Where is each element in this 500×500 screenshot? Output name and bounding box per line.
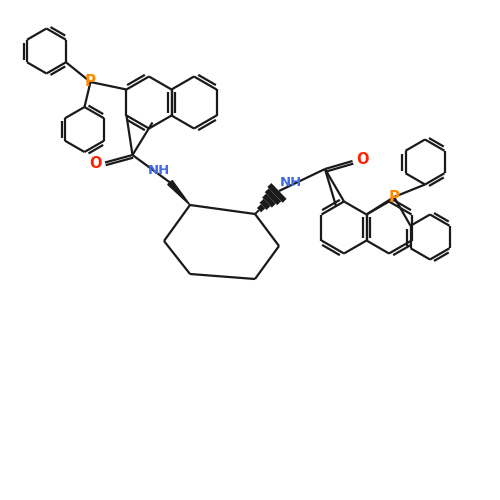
Text: O: O [89,156,101,171]
Text: NH: NH [280,176,302,189]
Text: P: P [85,74,96,90]
Polygon shape [168,180,190,205]
Text: P: P [388,190,400,204]
Text: NH: NH [148,164,170,176]
Text: O: O [356,152,369,168]
